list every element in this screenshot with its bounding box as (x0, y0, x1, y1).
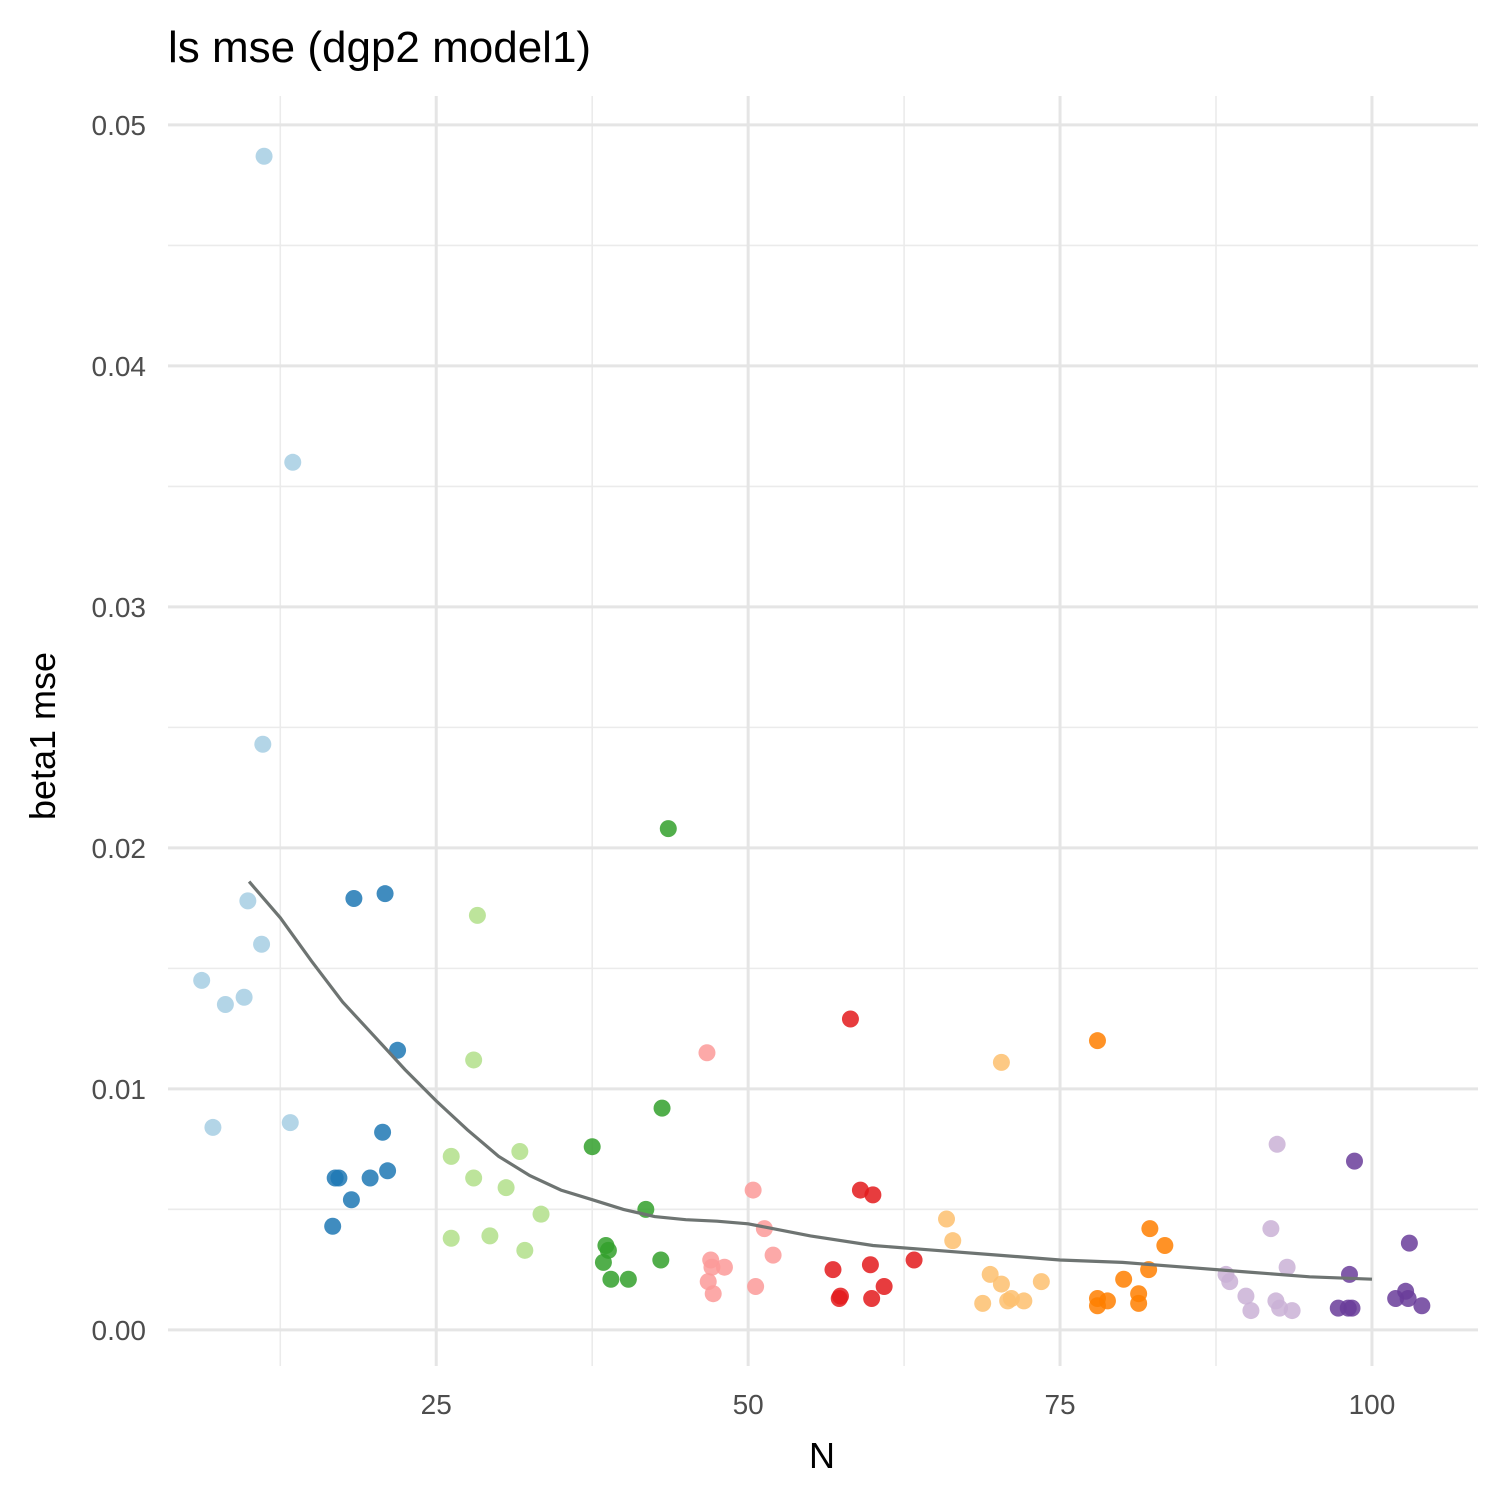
data-point (1242, 1302, 1260, 1320)
x-tick-label: 50 (733, 1389, 764, 1420)
data-point (465, 1169, 483, 1187)
data-point (1400, 1234, 1418, 1252)
data-point (1156, 1237, 1174, 1255)
y-axis-label: beta1 mse (22, 652, 63, 820)
data-point (465, 1051, 483, 1069)
data-point (1343, 1299, 1361, 1317)
data-point (905, 1251, 923, 1269)
data-point (374, 1123, 392, 1141)
data-point (1387, 1290, 1405, 1308)
data-points (193, 147, 1431, 1320)
data-point (1088, 1032, 1106, 1050)
data-point (583, 1138, 601, 1156)
data-point (1340, 1265, 1358, 1283)
data-point (861, 1256, 879, 1274)
data-point (824, 1261, 842, 1279)
data-point (342, 1191, 360, 1209)
data-point (216, 996, 234, 1014)
data-point (376, 885, 394, 903)
data-point (981, 1265, 999, 1283)
data-point (1278, 1258, 1296, 1276)
data-point (532, 1205, 550, 1223)
data-point (442, 1147, 460, 1165)
data-point (281, 1114, 299, 1132)
data-point (1345, 1152, 1363, 1170)
data-point (938, 1210, 956, 1228)
data-point (361, 1169, 379, 1187)
data-point (324, 1217, 342, 1235)
data-point (619, 1270, 637, 1288)
y-tick-label: 0.01 (92, 1074, 147, 1105)
x-tick-label: 100 (1349, 1389, 1396, 1420)
data-point (481, 1227, 499, 1245)
data-point (875, 1277, 893, 1295)
x-tick-labels: 25 50 75 100 (421, 1389, 1396, 1420)
data-point (1088, 1297, 1106, 1315)
data-point (1268, 1135, 1286, 1153)
data-point (193, 971, 211, 989)
data-point (863, 1290, 881, 1308)
x-tick-label: 25 (421, 1389, 452, 1420)
y-tick-label: 0.03 (92, 592, 147, 623)
data-point (744, 1181, 762, 1199)
data-point (239, 892, 257, 910)
data-point (1032, 1273, 1050, 1291)
data-point (974, 1294, 992, 1312)
data-point (1130, 1294, 1148, 1312)
data-point (659, 820, 677, 838)
x-tick-label: 75 (1044, 1389, 1075, 1420)
data-point (254, 735, 272, 753)
data-point (864, 1186, 882, 1204)
y-tick-label: 0.05 (92, 110, 147, 141)
data-point (747, 1277, 765, 1295)
data-point (1399, 1290, 1417, 1308)
chart-title: ls mse (dgp2 model1) (168, 23, 591, 72)
data-point (602, 1270, 620, 1288)
data-point (468, 906, 486, 924)
data-point (1262, 1220, 1280, 1238)
trend-line (247, 880, 1373, 1281)
data-point (652, 1251, 670, 1269)
data-point (992, 1053, 1010, 1071)
data-point (284, 453, 302, 471)
data-point (594, 1253, 612, 1271)
data-point (715, 1258, 733, 1276)
grid (168, 96, 1478, 1366)
data-point (516, 1241, 534, 1259)
data-point (703, 1258, 721, 1276)
data-point (1141, 1220, 1159, 1238)
data-point (1283, 1302, 1301, 1320)
data-point (698, 1044, 716, 1062)
data-point (830, 1290, 848, 1308)
data-point (944, 1232, 962, 1250)
x-axis-label: N (809, 1435, 835, 1476)
data-point (764, 1246, 782, 1264)
data-point (1237, 1287, 1255, 1305)
data-point (379, 1162, 397, 1180)
data-point (330, 1169, 348, 1187)
data-point (653, 1099, 671, 1117)
data-point (255, 147, 273, 165)
data-point (1413, 1297, 1431, 1315)
data-point (345, 889, 363, 907)
data-point (1015, 1292, 1033, 1310)
data-point (992, 1275, 1010, 1293)
data-point (442, 1229, 460, 1247)
data-point (1221, 1273, 1239, 1291)
y-tick-label: 0.02 (92, 833, 147, 864)
data-point (841, 1010, 859, 1028)
y-tick-label: 0.04 (92, 351, 147, 382)
data-point (755, 1220, 773, 1238)
data-point (497, 1179, 515, 1197)
data-point (511, 1143, 529, 1161)
data-point (235, 988, 253, 1006)
data-point (1115, 1270, 1133, 1288)
y-tick-label: 0.00 (92, 1315, 147, 1346)
data-point (253, 935, 271, 953)
data-point (704, 1285, 722, 1303)
data-point (204, 1118, 222, 1136)
y-tick-labels: 0.00 0.01 0.02 0.03 0.04 0.05 (92, 110, 147, 1346)
